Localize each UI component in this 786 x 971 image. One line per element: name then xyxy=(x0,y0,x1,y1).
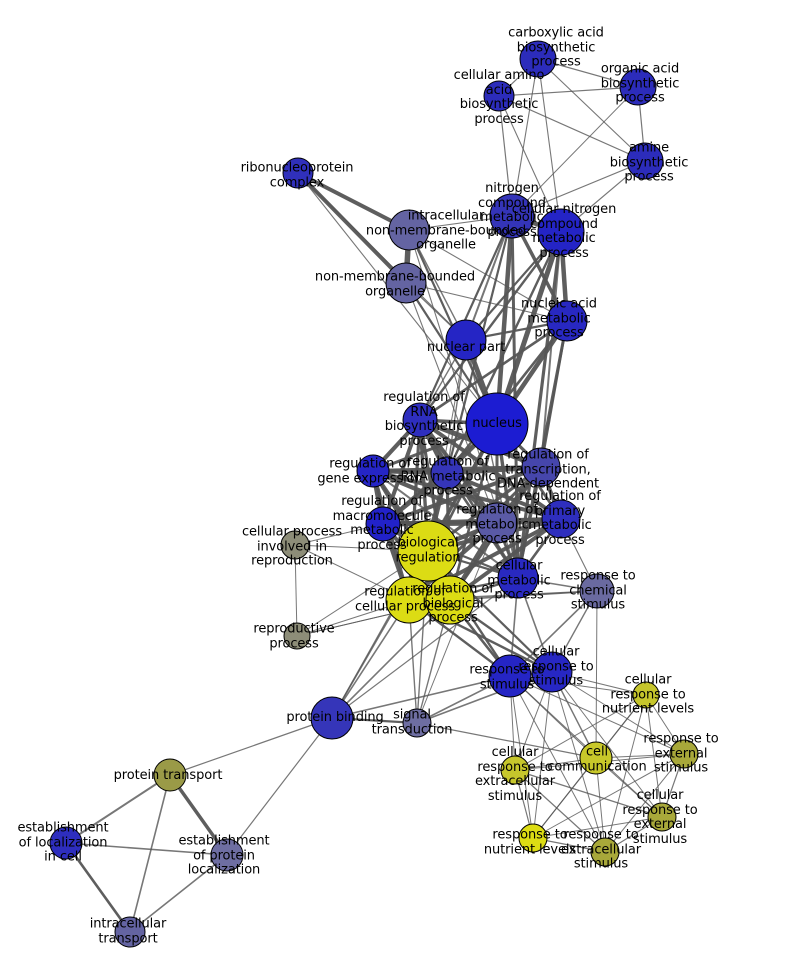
network-node[interactable] xyxy=(537,208,585,256)
edge-layer xyxy=(64,58,685,934)
network-node[interactable] xyxy=(489,193,535,239)
network-node[interactable] xyxy=(114,916,146,948)
network-node[interactable] xyxy=(488,654,532,698)
network-node[interactable] xyxy=(153,758,187,792)
network-node[interactable] xyxy=(388,209,430,251)
network-node[interactable] xyxy=(497,557,539,599)
network-node[interactable] xyxy=(531,651,573,693)
network-node[interactable] xyxy=(283,622,311,650)
network-node[interactable] xyxy=(385,262,427,304)
network-edge xyxy=(371,469,563,521)
network-edge xyxy=(418,319,569,422)
network-edge xyxy=(532,757,597,839)
network-node[interactable] xyxy=(541,499,581,539)
network-edge xyxy=(331,675,511,719)
network-edge xyxy=(297,172,467,341)
network-node[interactable] xyxy=(425,575,475,625)
network-node[interactable] xyxy=(402,402,438,438)
network-edge xyxy=(418,214,514,422)
network-node[interactable] xyxy=(280,530,310,560)
network-edge xyxy=(514,694,647,771)
network-node[interactable] xyxy=(430,456,464,490)
network-node[interactable] xyxy=(282,157,314,189)
network-edge xyxy=(445,230,563,475)
network-edge xyxy=(532,671,553,839)
network-edge xyxy=(532,753,685,839)
network-node[interactable] xyxy=(626,142,664,180)
network-edge xyxy=(551,671,606,853)
network-edge xyxy=(408,229,568,322)
network-edge xyxy=(509,675,685,755)
network-edge xyxy=(416,722,597,759)
network-edge xyxy=(540,231,562,468)
network-edge xyxy=(494,213,515,427)
network-edge xyxy=(129,854,228,933)
network-edge xyxy=(511,58,539,217)
network-node[interactable] xyxy=(521,447,561,487)
network-edge xyxy=(169,717,333,776)
network-edge xyxy=(129,774,171,933)
network-edge xyxy=(514,769,663,818)
network-node[interactable] xyxy=(210,838,244,872)
network-node[interactable] xyxy=(590,837,620,867)
network-edge xyxy=(331,577,519,719)
network-edge xyxy=(498,95,562,233)
network-node[interactable] xyxy=(579,573,615,609)
network-edge xyxy=(595,590,598,759)
network-edge xyxy=(446,339,467,474)
network-node[interactable] xyxy=(465,392,529,456)
network-edge xyxy=(511,86,639,217)
network-node[interactable] xyxy=(632,681,660,709)
network-edge xyxy=(405,282,568,322)
network-edge xyxy=(537,58,562,233)
network-edge xyxy=(498,86,639,97)
network-node[interactable] xyxy=(579,741,613,775)
network-node[interactable] xyxy=(365,506,401,542)
network-node[interactable] xyxy=(445,319,487,361)
network-edge xyxy=(64,841,132,934)
network-node[interactable] xyxy=(385,576,433,624)
network-node[interactable] xyxy=(500,755,530,785)
network-node[interactable] xyxy=(476,502,518,544)
network-node[interactable] xyxy=(356,454,390,488)
network-node[interactable] xyxy=(647,802,677,832)
network-node[interactable] xyxy=(518,823,548,853)
network-node[interactable] xyxy=(546,300,588,342)
network-node[interactable] xyxy=(519,40,557,78)
network-node[interactable] xyxy=(49,826,83,860)
network-edge xyxy=(418,230,563,422)
network-edge xyxy=(65,774,171,844)
network-edge xyxy=(294,544,298,637)
network-edge xyxy=(65,842,228,856)
node-layer xyxy=(49,40,699,948)
network-edge xyxy=(226,717,333,856)
network-edge xyxy=(645,694,663,818)
network-edge xyxy=(464,230,563,342)
network-node[interactable] xyxy=(397,520,459,582)
network-edge xyxy=(370,468,500,526)
network-edge xyxy=(331,599,451,719)
network-edge xyxy=(532,816,663,839)
network-edge xyxy=(498,95,646,162)
network-edge xyxy=(514,769,606,853)
network-node[interactable] xyxy=(669,739,699,769)
network-node[interactable] xyxy=(483,80,515,112)
network-edge xyxy=(604,753,685,853)
network-node[interactable] xyxy=(310,696,354,740)
network-edge xyxy=(511,160,646,217)
network-edge xyxy=(509,675,534,839)
network-node[interactable] xyxy=(402,708,432,738)
network-edge xyxy=(296,171,411,232)
network-edge xyxy=(604,694,647,853)
network-edge xyxy=(551,671,685,755)
network-edge xyxy=(537,58,646,162)
network-edge xyxy=(408,229,467,341)
network-node[interactable] xyxy=(619,68,657,106)
